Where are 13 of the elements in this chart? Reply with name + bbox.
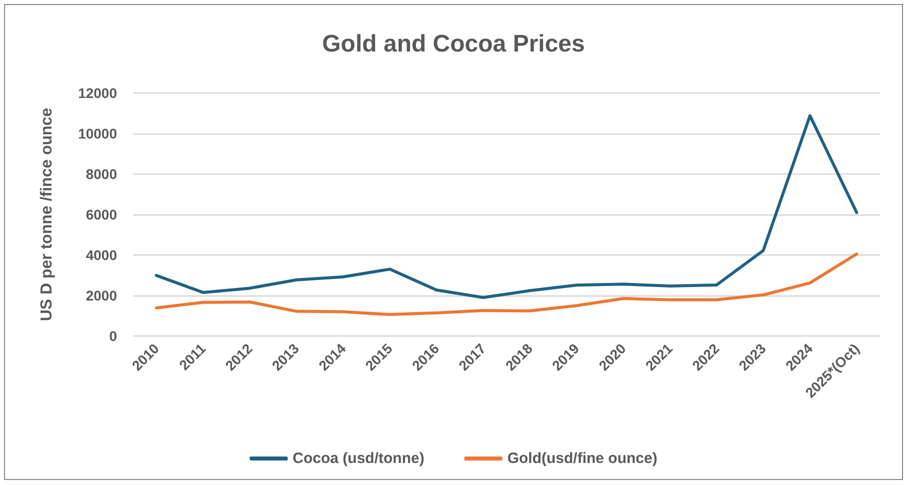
- chart-title: Gold and Cocoa Prices: [322, 30, 585, 58]
- line-series: [154, 114, 858, 300]
- y-tick-label: 4000: [86, 247, 118, 263]
- line-series: [154, 252, 858, 316]
- y-tick-label: 6000: [86, 206, 118, 222]
- y-tick-label: 0: [109, 328, 118, 344]
- y-tick-label: 10000: [78, 126, 118, 142]
- y-tick-label: 2000: [86, 288, 118, 304]
- legend-label: Cocoa (usd/tonne): [292, 450, 424, 467]
- legend-label: Gold(usd/fine ounce): [507, 450, 658, 467]
- y-tick-label: 12000: [78, 85, 118, 101]
- y-axis-title: US D per tonne /fince ounce: [38, 108, 56, 322]
- y-tick-label: 8000: [86, 166, 118, 182]
